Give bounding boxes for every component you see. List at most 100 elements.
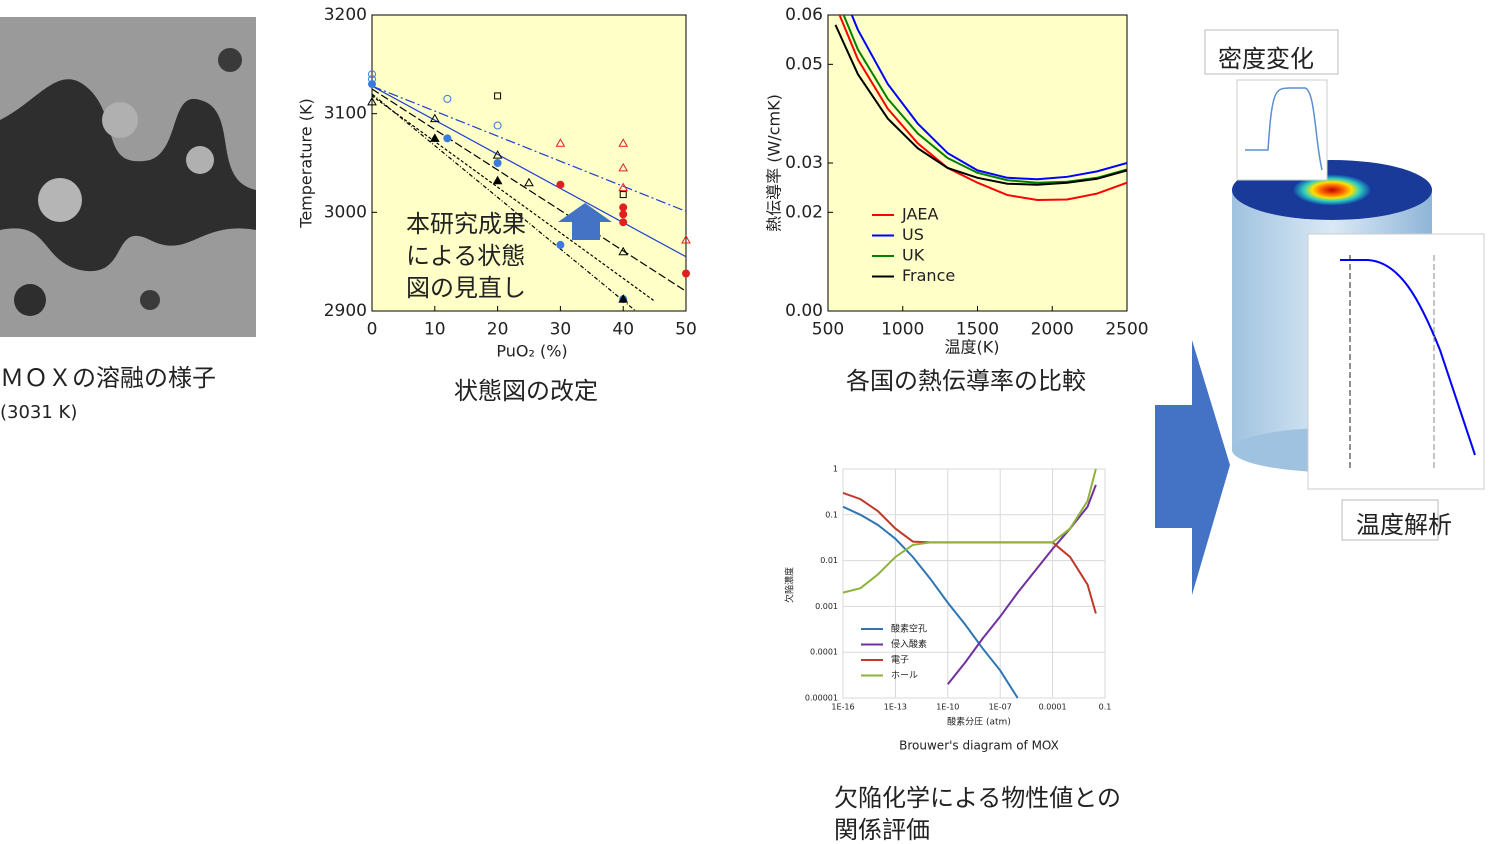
x-tick-label: 40	[612, 320, 634, 340]
point	[493, 121, 502, 130]
y-axis-label: 欠陥濃度	[784, 567, 796, 603]
x-axis-label: 酸素分圧 (atm)	[947, 716, 1011, 728]
x-tick-label: 0.1	[1099, 702, 1112, 711]
y-tick-label: 0.0001	[810, 648, 838, 657]
point	[493, 159, 502, 167]
y-axis-label: Temperature (K)	[297, 98, 316, 228]
line	[947, 484, 1097, 685]
point	[524, 177, 534, 187]
legend-label: UK	[902, 246, 925, 265]
legend-label: France	[902, 266, 955, 285]
y-tick-label: 0.00001	[805, 694, 838, 703]
x-axis-label: PuO₂ (%)	[496, 342, 567, 361]
line	[842, 468, 1097, 594]
legend-label: US	[902, 225, 924, 244]
line	[834, 24, 1127, 186]
caption: 欠陥化学による物性値との	[834, 784, 1121, 812]
chart-title: Brouwer's diagram of MOX	[899, 739, 1059, 753]
point	[494, 92, 502, 100]
point	[443, 94, 452, 103]
y-tick-label: 0.06	[785, 5, 823, 25]
x-tick-label: 0.0001	[1039, 702, 1067, 711]
legend-label: 侵入酸素	[891, 638, 927, 650]
y-tick-label: 3100	[324, 104, 367, 124]
x-tick-label: 1000	[881, 320, 924, 340]
y-tick-label: 2900	[324, 301, 367, 321]
legend-label: 電子	[891, 655, 909, 666]
legend-label: 酸素空孔	[891, 623, 927, 635]
point	[492, 175, 503, 185]
y-tick-label: 3000	[324, 202, 367, 222]
point	[618, 138, 629, 147]
x-tick-label: 10	[424, 320, 446, 340]
point	[618, 182, 629, 192]
caption: ＭＯＸの溶融の様子	[0, 364, 216, 392]
x-tick-label: 20	[487, 320, 509, 340]
y-tick-label: 3200	[324, 5, 367, 25]
y-tick-label: 1	[833, 465, 838, 474]
y-tick-label: 0.05	[785, 54, 823, 74]
point	[681, 234, 691, 244]
caption: (3031 K)	[0, 402, 77, 423]
x-tick-label: 500	[812, 320, 844, 340]
point	[618, 162, 629, 172]
point	[682, 269, 690, 278]
point	[429, 133, 440, 142]
line	[842, 505, 1019, 699]
temperature-inset	[1307, 233, 1485, 490]
mox-photo	[0, 17, 256, 337]
caption: 各国の熱伝導率の比較	[846, 367, 1086, 395]
plot-area	[842, 468, 1106, 699]
y-tick-label: 0.00	[785, 301, 823, 321]
arrow	[1155, 340, 1230, 595]
point	[619, 210, 628, 219]
y-tick-label: 0.03	[785, 153, 823, 173]
y-axis-label: 熱伝導率 (W/cmK)	[765, 94, 784, 232]
point	[618, 246, 629, 256]
arrow	[558, 203, 612, 240]
label-box	[1341, 499, 1439, 541]
caption: 状態図の改定	[454, 377, 598, 405]
x-tick-label: 1500	[956, 320, 999, 340]
x-axis-label: 温度(K)	[945, 338, 1000, 357]
y-tick-label: 0.02	[785, 202, 823, 222]
x-tick-label: 0	[367, 320, 378, 340]
x-tick-label: 2500	[1105, 320, 1148, 340]
point	[368, 80, 376, 89]
line	[371, 85, 687, 258]
y-tick-label: 0.01	[820, 556, 838, 565]
plot-area	[371, 14, 687, 312]
caption: 関係評価	[834, 816, 930, 844]
point	[555, 138, 566, 147]
point	[619, 191, 627, 199]
x-tick-label: 1E-07	[989, 702, 1012, 711]
annotation: による状態	[406, 242, 525, 270]
point	[367, 96, 377, 106]
legend-label: ホール	[891, 670, 918, 681]
point	[429, 113, 440, 123]
plot-area	[827, 14, 1128, 312]
annotation: 本研究成果	[406, 210, 526, 238]
y-tick-label: 0.001	[815, 602, 838, 611]
line	[838, 15, 1127, 202]
label: 温度解析	[1356, 511, 1452, 539]
point	[618, 294, 629, 303]
x-tick-label: 1E-10	[936, 702, 959, 711]
label-box	[1204, 29, 1339, 75]
x-tick-label: 1E-13	[884, 702, 907, 711]
x-tick-label: 2000	[1031, 320, 1074, 340]
annotation: 図の見直し	[406, 274, 526, 302]
point	[368, 70, 376, 79]
point	[556, 180, 565, 189]
line	[371, 93, 637, 312]
point	[619, 203, 628, 212]
x-tick-label: 30	[550, 320, 572, 340]
y-tick-label: 0.1	[825, 510, 838, 519]
x-tick-label: 1E-16	[831, 702, 854, 711]
density-inset	[1236, 79, 1328, 181]
line	[371, 95, 655, 302]
point	[492, 150, 503, 159]
point	[556, 240, 565, 249]
x-tick-label: 50	[675, 320, 697, 340]
